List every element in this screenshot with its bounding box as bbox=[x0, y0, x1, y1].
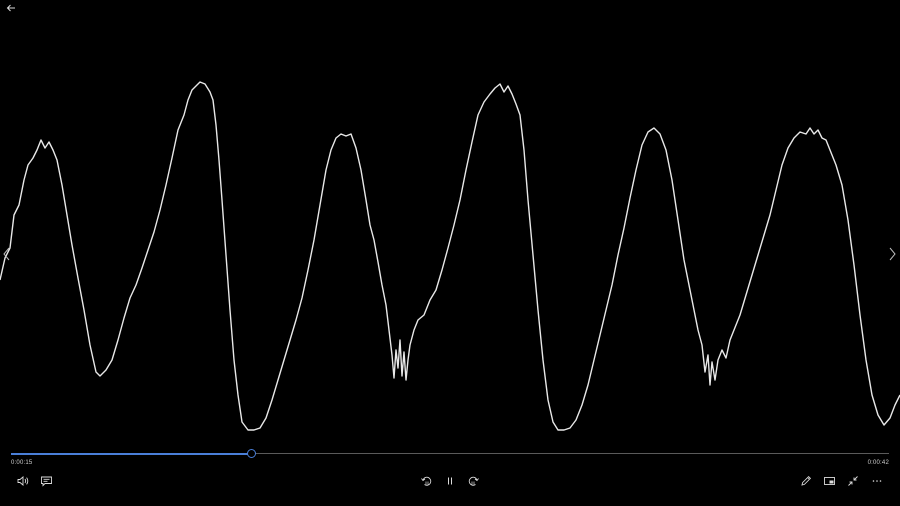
pause-icon bbox=[448, 477, 452, 485]
pencil-icon bbox=[801, 475, 812, 486]
current-time: 0:00:15 bbox=[11, 460, 33, 466]
subtitles-icon bbox=[40, 476, 52, 487]
more-icon bbox=[872, 480, 882, 482]
pause-button[interactable] bbox=[443, 474, 457, 488]
seek-track bbox=[11, 453, 889, 454]
mini-view-icon bbox=[823, 477, 835, 485]
total-time: 0:00:42 bbox=[867, 460, 889, 466]
back-arrow-icon bbox=[6, 4, 15, 12]
volume-button[interactable] bbox=[16, 474, 30, 488]
mini-view-button[interactable] bbox=[822, 474, 836, 488]
back-button[interactable] bbox=[4, 1, 18, 15]
rewind-button[interactable] bbox=[419, 474, 433, 488]
exit-fullscreen-button[interactable] bbox=[846, 474, 860, 488]
forward-30-icon bbox=[468, 476, 479, 486]
next-button[interactable] bbox=[886, 244, 898, 264]
volume-icon bbox=[17, 476, 28, 486]
rewind-10-icon bbox=[420, 476, 431, 486]
exit-fullscreen-icon bbox=[848, 476, 858, 486]
edit-button[interactable] bbox=[799, 474, 813, 488]
subtitles-button[interactable] bbox=[39, 474, 53, 488]
previous-button[interactable] bbox=[1, 244, 13, 264]
waveform-line bbox=[0, 81, 900, 431]
forward-button[interactable] bbox=[466, 474, 480, 488]
seek-progress bbox=[11, 453, 252, 455]
seek-bar[interactable] bbox=[11, 449, 889, 459]
more-button[interactable] bbox=[870, 474, 884, 488]
chevron-left-icon bbox=[3, 247, 10, 261]
seek-thumb[interactable] bbox=[247, 449, 256, 458]
video-frame[interactable] bbox=[0, 0, 900, 450]
chevron-right-icon bbox=[889, 247, 896, 261]
